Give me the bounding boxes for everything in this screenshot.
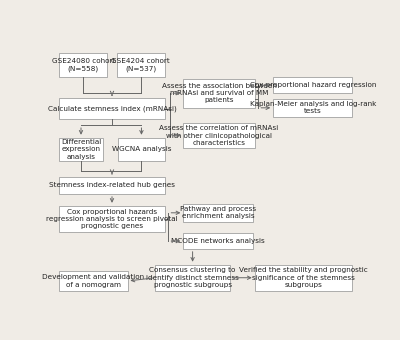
FancyBboxPatch shape xyxy=(273,78,352,93)
FancyBboxPatch shape xyxy=(59,206,165,232)
Text: GSE4204 cohort
(N=537): GSE4204 cohort (N=537) xyxy=(111,58,170,72)
FancyBboxPatch shape xyxy=(59,98,165,119)
Text: Differential
expression
analysis: Differential expression analysis xyxy=(61,139,101,160)
Text: Verified the stability and prognostic
significance of the stemness
subgroups: Verified the stability and prognostic si… xyxy=(239,268,368,288)
FancyBboxPatch shape xyxy=(183,79,255,107)
Text: Cox proportional hazards
regression analysis to screen pivotal
prognostic genes: Cox proportional hazards regression anal… xyxy=(46,208,178,229)
Text: Kaplan-Meier analysis and log-rank
tests: Kaplan-Meier analysis and log-rank tests xyxy=(250,101,376,115)
FancyBboxPatch shape xyxy=(183,233,253,249)
FancyBboxPatch shape xyxy=(117,53,165,78)
Text: Stemness index-related hub genes: Stemness index-related hub genes xyxy=(49,183,175,188)
Text: WGCNA analysis: WGCNA analysis xyxy=(112,147,171,152)
FancyBboxPatch shape xyxy=(59,177,165,194)
FancyBboxPatch shape xyxy=(273,99,352,117)
Text: Cox proportional hazard regression: Cox proportional hazard regression xyxy=(250,82,376,88)
FancyBboxPatch shape xyxy=(59,53,107,78)
Text: GSE24080 cohort
(N=558): GSE24080 cohort (N=558) xyxy=(52,58,115,72)
Text: Development and validation
of a nomogram: Development and validation of a nomogram xyxy=(42,274,144,288)
FancyBboxPatch shape xyxy=(59,138,103,161)
FancyBboxPatch shape xyxy=(255,265,352,291)
FancyBboxPatch shape xyxy=(183,123,255,148)
Text: Pathway and process
enrichment analysis: Pathway and process enrichment analysis xyxy=(180,206,256,219)
FancyBboxPatch shape xyxy=(155,265,230,291)
Text: Assess the association between
mRNAsi and survival of MM
patients: Assess the association between mRNAsi an… xyxy=(162,83,276,103)
FancyBboxPatch shape xyxy=(118,138,165,161)
Text: MCODE networks analysis: MCODE networks analysis xyxy=(171,238,265,244)
Text: Consensus clustering to
identify distinct stemness
prognostic subgroups: Consensus clustering to identify distinc… xyxy=(146,268,239,288)
FancyBboxPatch shape xyxy=(59,271,128,291)
Text: Calculate stemness index (mRNAsi): Calculate stemness index (mRNAsi) xyxy=(48,106,176,112)
FancyBboxPatch shape xyxy=(183,204,253,222)
Text: Assess the correlation of mRNAsi
with other clinicopathological
characteristics: Assess the correlation of mRNAsi with ot… xyxy=(159,125,278,146)
